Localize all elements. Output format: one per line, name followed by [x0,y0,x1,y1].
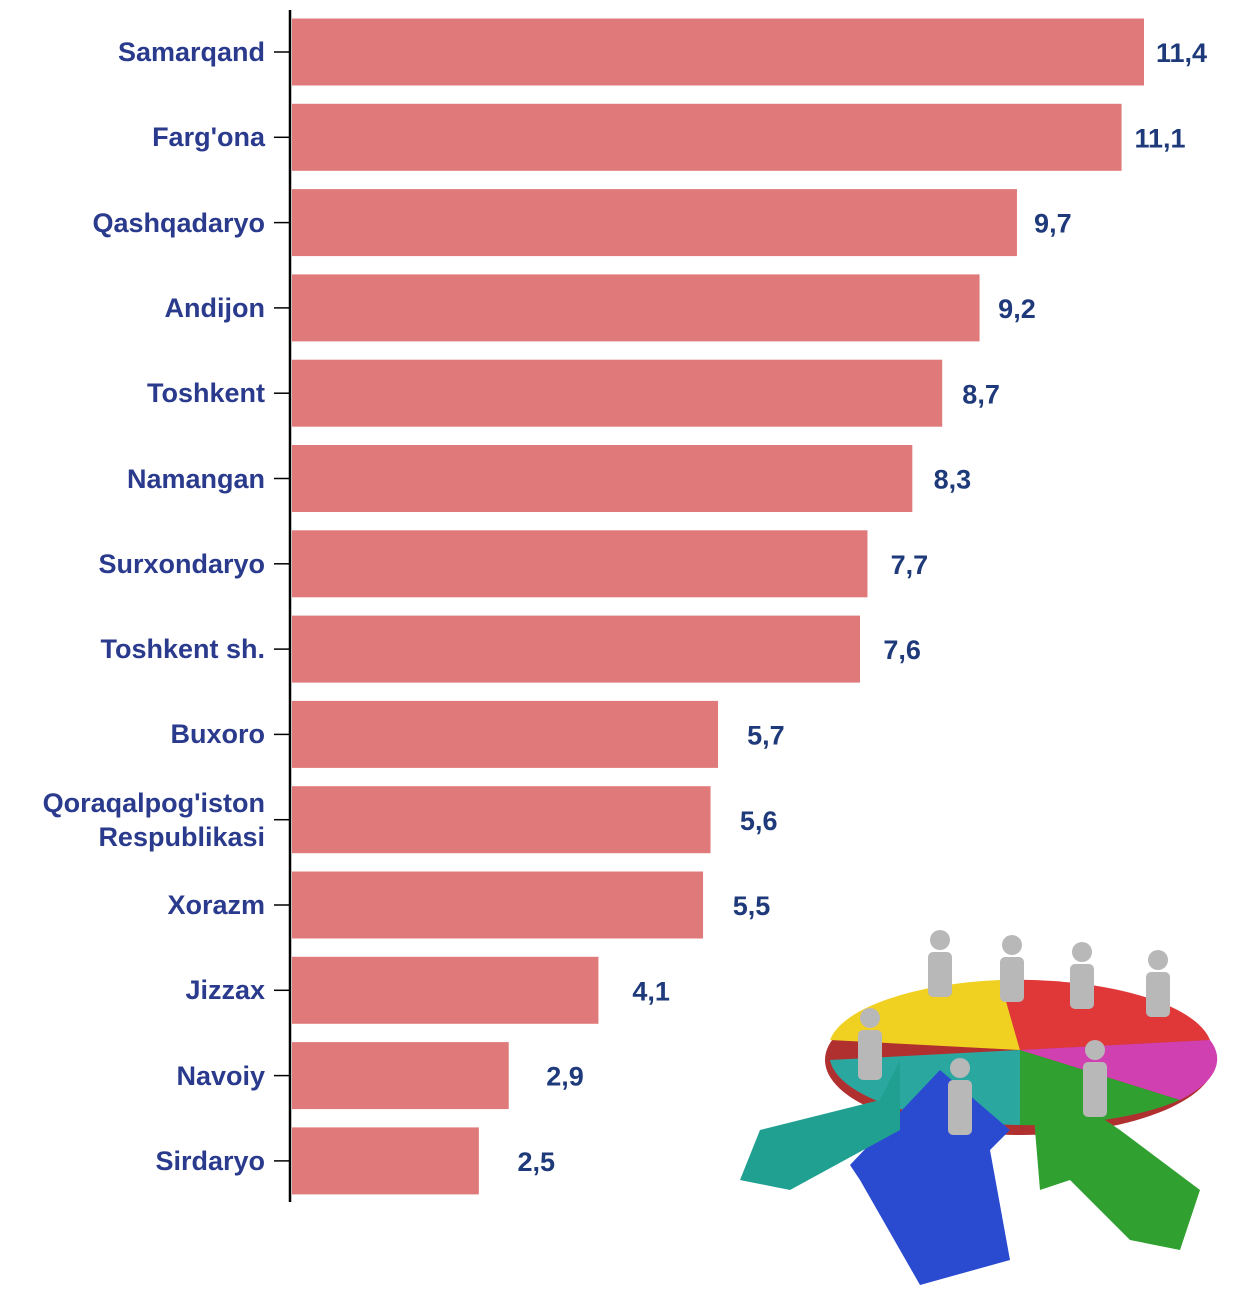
bar [292,274,980,342]
value-label: 7,7 [891,550,929,580]
value-label: 9,7 [1034,209,1072,239]
category-label: Namangan [126,463,265,494]
bar [292,786,711,854]
bar [292,956,599,1024]
category-label: Qashqadaryo [92,207,265,238]
bar [292,359,943,427]
bar [292,700,718,768]
value-label: 11,4 [1156,38,1207,68]
category-label: Toshkent [146,378,265,409]
value-label: 8,3 [934,465,972,495]
bar [292,1042,509,1110]
value-label: 2,9 [546,1062,584,1092]
value-label: 11,1 [1134,123,1185,153]
bar [292,530,868,598]
bar [292,615,860,683]
bar [292,1127,479,1195]
category-label: Buxoro [170,719,266,750]
value-label: 5,5 [733,891,771,921]
category-label: Farg'ona [152,122,265,153]
category-label: Samarqand [117,37,265,67]
value-label: 4,1 [632,976,670,1006]
category-label: Jizzax [185,975,265,1006]
value-label: 8,7 [962,379,1000,409]
value-label: 5,7 [747,721,785,751]
category-label: Qoraqalpog'iston Respublikasi [42,787,265,852]
bar [292,189,1017,257]
bar [292,445,913,512]
category-label: Navoiy [176,1060,265,1091]
category-label: Sirdaryo [155,1145,265,1176]
category-label: Toshkent sh. [100,634,265,665]
bar [292,871,704,939]
bar [292,103,1122,171]
category-label: Xorazm [167,890,265,920]
value-label: 2,5 [518,1147,556,1177]
value-label: 7,6 [883,635,921,665]
bar [292,18,1144,86]
value-label: 9,2 [998,294,1036,324]
value-label: 5,6 [740,806,778,836]
category-label: Andijon [164,292,265,323]
category-label: Surxondaryo [98,548,265,579]
illustration [740,930,1218,1285]
